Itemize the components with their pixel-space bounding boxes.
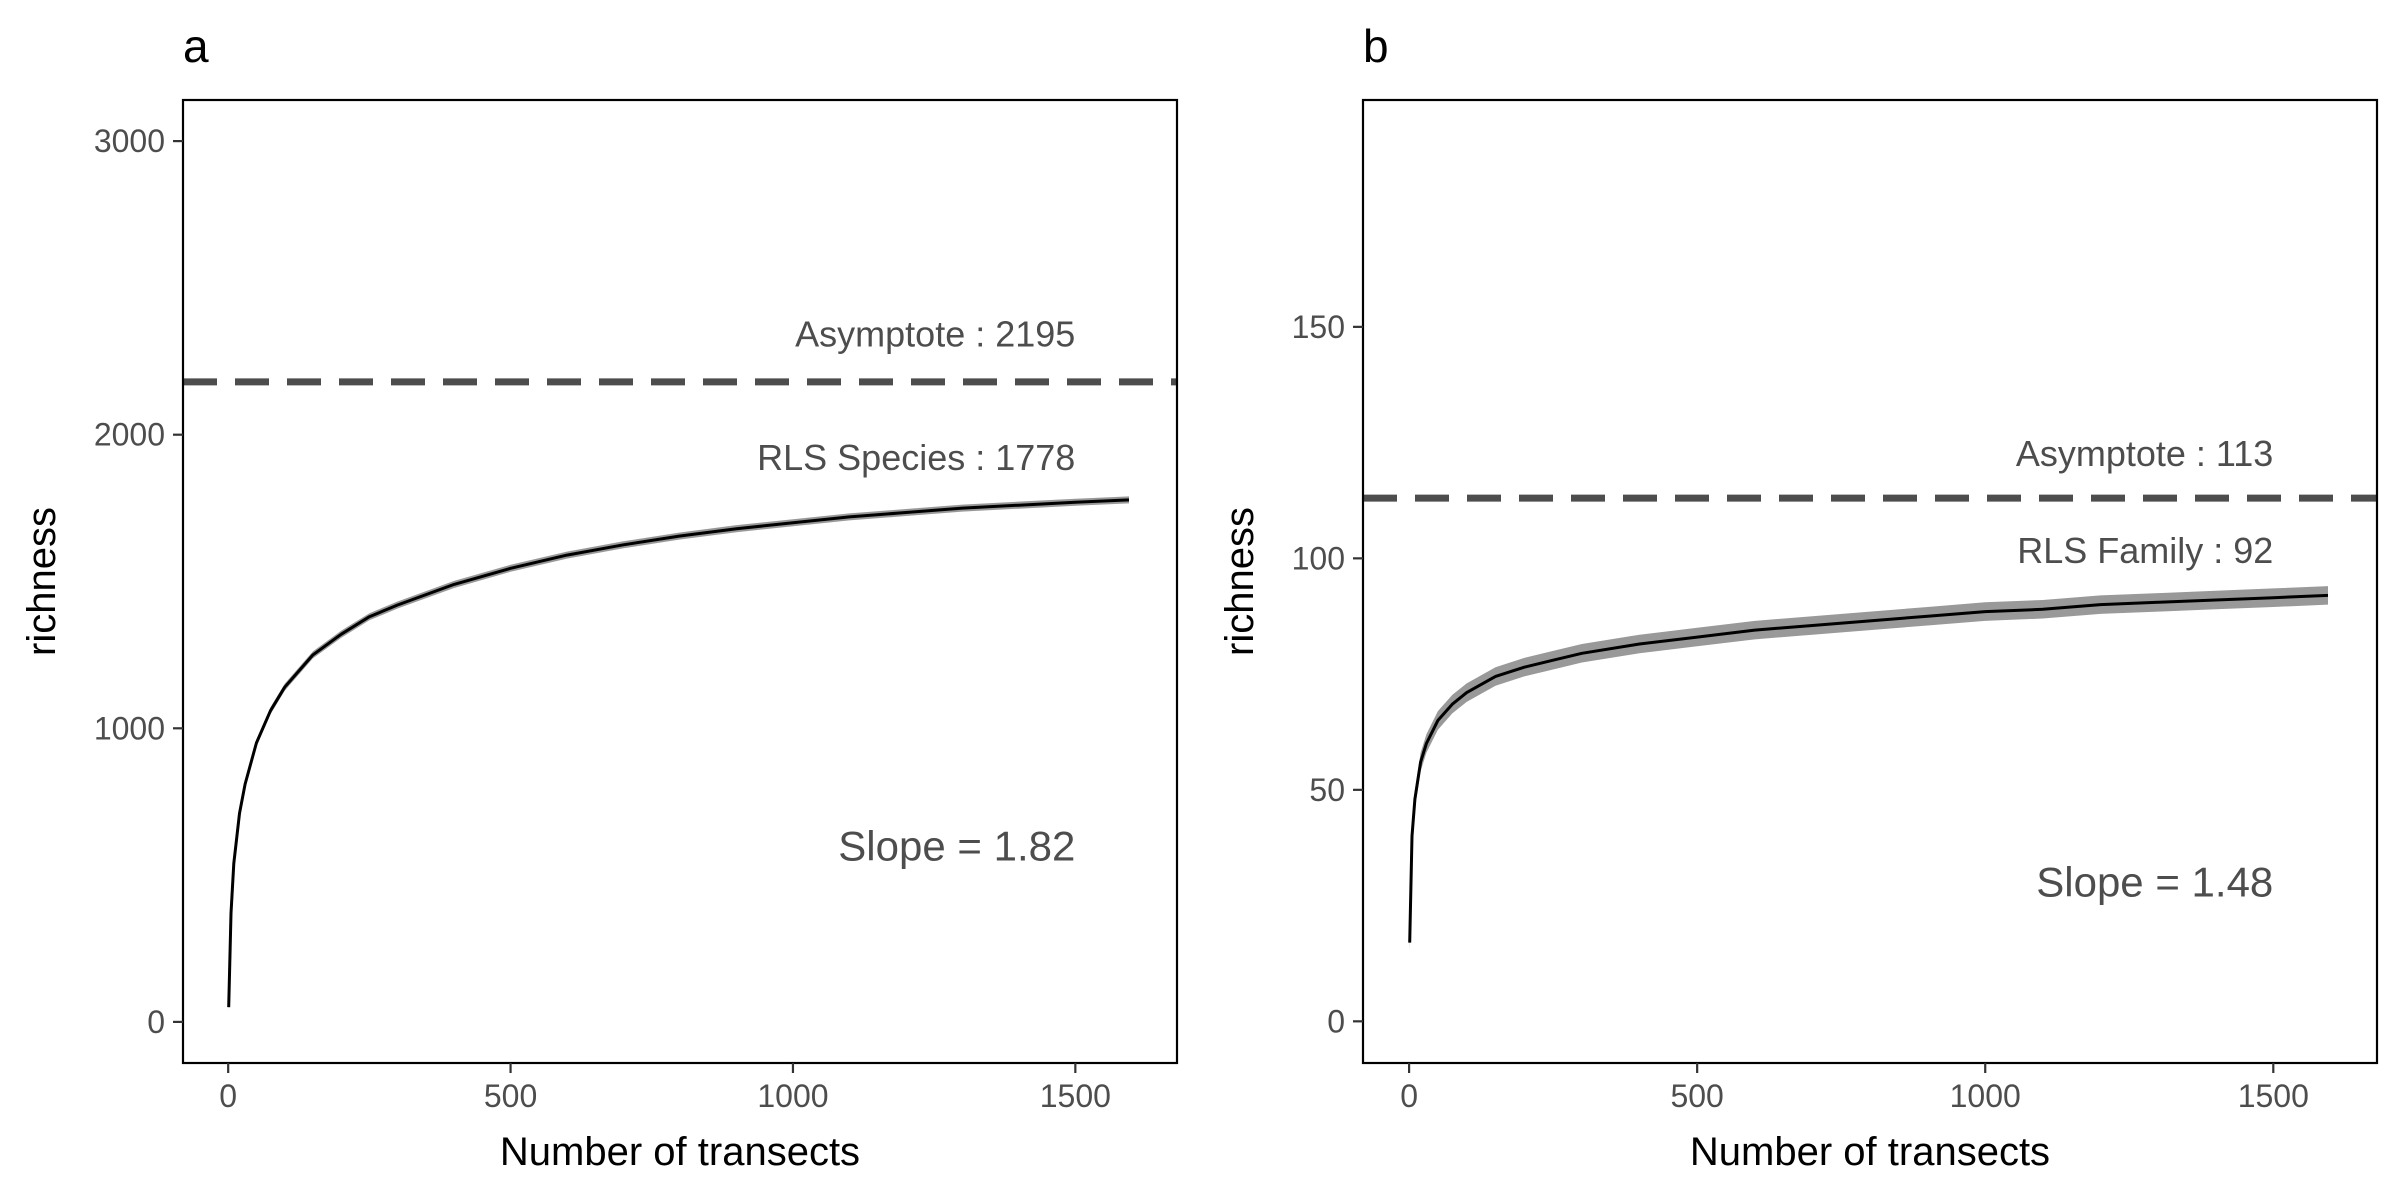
accumulation-curve (227, 498, 1130, 1008)
x-tick-label: 500 (484, 1078, 537, 1114)
y-tick-label: 0 (147, 1004, 165, 1040)
annotation-label: Asymptote : 113 (2016, 433, 2273, 474)
annotation-label: Slope = 1.48 (2036, 858, 2273, 905)
y-tick-label: 1000 (94, 710, 165, 746)
x-axis-title: Number of transects (1690, 1130, 2050, 1174)
annotation-label: Asymptote : 2195 (795, 314, 1075, 355)
x-tick-label: 1000 (1950, 1078, 2021, 1114)
confidence-band (228, 496, 1129, 1011)
y-tick-label: 0 (1327, 1003, 1345, 1039)
accumulation-curve (1408, 593, 2329, 943)
y-tick-label: 2000 (94, 417, 165, 453)
panel-letter: b (1363, 20, 1389, 72)
y-axis-title: richness (1218, 507, 1262, 656)
annotation-label: RLS Family : 92 (2017, 530, 2273, 571)
x-tick-label: 500 (1670, 1078, 1723, 1114)
x-tick-label: 1500 (1040, 1078, 1111, 1114)
y-tick-label: 100 (1292, 540, 1345, 576)
panel-b: b Asymptote : 113 RLS Family : 92 Slope = 1… (1218, 20, 2379, 1174)
y-tick-label: 3000 (94, 123, 165, 159)
y-axis-title: richness (20, 507, 64, 656)
y-tick-label: 150 (1292, 309, 1345, 345)
x-tick-label: 1500 (2238, 1078, 2309, 1114)
plot-frame (1361, 98, 2379, 1065)
x-tick-label: 1000 (757, 1078, 828, 1114)
panel-a: a Asymptote : 2195 RLS Species : 1778 Slope… (20, 20, 1179, 1174)
annotation-label: RLS Species : 1778 (757, 437, 1075, 478)
y-tick-label: 50 (1309, 772, 1345, 808)
panel-letter: a (183, 20, 209, 72)
x-tick-label: 0 (1400, 1078, 1418, 1114)
x-tick-label: 0 (219, 1078, 237, 1114)
x-axis-title: Number of transects (500, 1130, 860, 1174)
plot-frame (181, 98, 1179, 1065)
annotation-label: Slope = 1.82 (838, 822, 1075, 869)
